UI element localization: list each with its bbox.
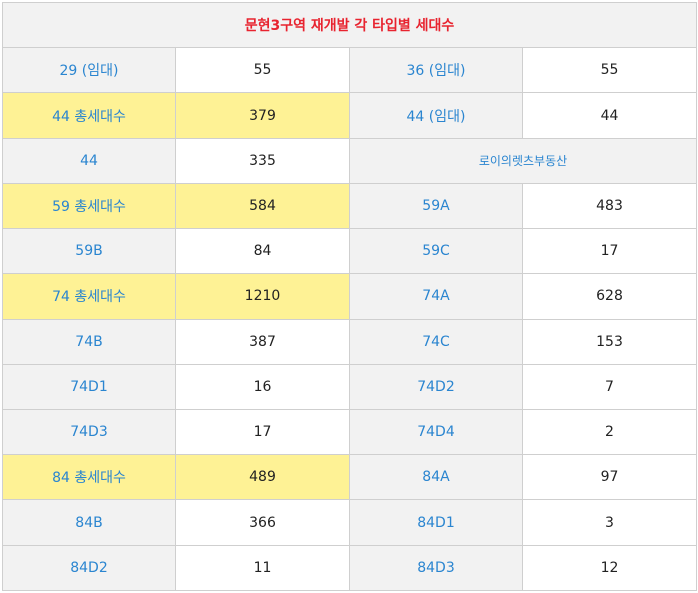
count-value-cell: 17 <box>175 408 350 456</box>
count-value-cell: 489 <box>175 454 350 501</box>
count-value-cell: 84 <box>175 228 350 275</box>
count-value-cell: 483 <box>522 182 697 230</box>
count-value-cell: 44 <box>522 92 697 139</box>
table-row: 84B 366 84D1 3 <box>2 499 697 546</box>
watermark-cell: 로이의렛츠부동산 <box>349 137 697 184</box>
count-value-cell: 628 <box>522 273 697 320</box>
type-label-cell: 44 (임대) <box>349 92 523 139</box>
type-label-cell: 74D3 <box>2 408 176 456</box>
count-value-cell: 379 <box>175 92 350 139</box>
count-value-cell: 55 <box>175 47 350 94</box>
count-value-cell: 335 <box>175 137 350 184</box>
type-label-cell: 44 총세대수 <box>2 92 176 139</box>
table-row: 74D1 16 74D2 7 <box>2 363 697 410</box>
count-value-cell: 366 <box>175 499 350 546</box>
type-label-cell: 84B <box>2 499 176 546</box>
table-row: 84 총세대수 489 84A 97 <box>2 454 697 501</box>
count-value-cell: 11 <box>175 544 350 592</box>
count-value-cell: 97 <box>522 454 697 501</box>
count-value-cell: 7 <box>522 363 697 410</box>
count-value-cell: 12 <box>522 544 697 592</box>
type-label-cell: 29 (임대) <box>2 47 176 94</box>
count-value-cell: 584 <box>175 182 350 230</box>
type-label-cell: 84 총세대수 <box>2 454 176 501</box>
table-title-row: 문현3구역 재개발 각 타입별 세대수 <box>2 1 697 49</box>
count-value-cell: 2 <box>522 408 697 456</box>
count-value-cell: 153 <box>522 318 697 365</box>
type-label-cell: 74 총세대수 <box>2 273 176 320</box>
type-label-cell: 59C <box>349 228 523 275</box>
type-label-cell: 84D3 <box>349 544 523 592</box>
type-label-cell: 84D2 <box>2 544 176 592</box>
type-label-cell: 59A <box>349 182 523 230</box>
type-label-cell: 74D1 <box>2 363 176 410</box>
table-title: 문현3구역 재개발 각 타입별 세대수 <box>2 1 697 49</box>
type-label-cell: 36 (임대) <box>349 47 523 94</box>
count-value-cell: 1210 <box>175 273 350 320</box>
type-label-cell: 59 총세대수 <box>2 182 176 230</box>
count-value-cell: 387 <box>175 318 350 365</box>
table-row: 44 총세대수 379 44 (임대) 44 <box>2 92 697 139</box>
type-label-cell: 74D4 <box>349 408 523 456</box>
count-value-cell: 3 <box>522 499 697 546</box>
type-label-cell: 44 <box>2 137 176 184</box>
table-row: 74B 387 74C 153 <box>2 318 697 365</box>
table-row: 59 총세대수 584 59A 483 <box>2 182 697 230</box>
table-row: 44 335 로이의렛츠부동산 <box>2 137 697 184</box>
table-row: 29 (임대) 55 36 (임대) 55 <box>2 47 697 94</box>
type-label-cell: 74B <box>2 318 176 365</box>
type-label-cell: 74D2 <box>349 363 523 410</box>
type-label-cell: 84A <box>349 454 523 501</box>
type-label-cell: 74C <box>349 318 523 365</box>
type-label-cell: 74A <box>349 273 523 320</box>
count-value-cell: 17 <box>522 228 697 275</box>
table-row: 84D2 11 84D3 12 <box>2 544 697 592</box>
table-row: 74D3 17 74D4 2 <box>2 408 697 456</box>
type-label-cell: 59B <box>2 228 176 275</box>
count-value-cell: 16 <box>175 363 350 410</box>
table-row: 74 총세대수 1210 74A 628 <box>2 273 697 320</box>
table-row: 59B 84 59C 17 <box>2 228 697 275</box>
type-label-cell: 84D1 <box>349 499 523 546</box>
count-value-cell: 55 <box>522 47 697 94</box>
